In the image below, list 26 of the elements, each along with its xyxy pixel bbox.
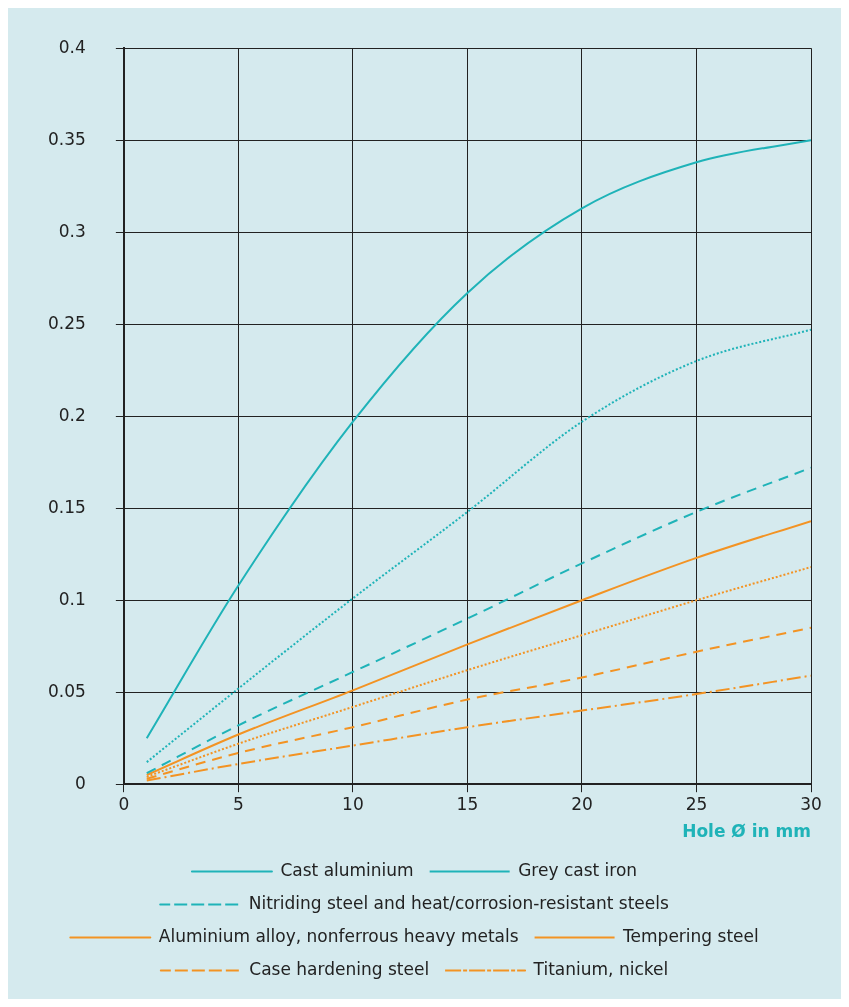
legend-label: Titanium, nickel <box>532 958 669 979</box>
x-tick-label: 15 <box>456 793 479 814</box>
y-tick-label: 0 <box>75 772 86 793</box>
x-tick-label: 0 <box>118 793 130 814</box>
legend-label: Cast aluminium <box>280 859 414 880</box>
y-tick-label: 0.1 <box>58 588 86 609</box>
y-tick-label: 0.15 <box>47 496 86 517</box>
y-tick-label: 0.35 <box>47 128 86 149</box>
legend-label: Grey cast iron <box>518 859 638 880</box>
line-series <box>145 328 811 764</box>
legend-label: Aluminium alloy, nonferrous heavy metals <box>158 925 519 946</box>
y-tick-label: 0.25 <box>47 312 86 333</box>
y-tick-label: 0.05 <box>47 680 86 701</box>
x-tick-label: 10 <box>342 793 364 814</box>
legend-label: Tempering steel <box>622 925 759 946</box>
x-axis-title: Hole Ø in mm <box>682 821 811 842</box>
legend-label: Nitriding steel and heat/corrosion-resistant steels <box>248 892 669 913</box>
y-tick-label: 0.3 <box>58 220 86 241</box>
x-tick-label: 5 <box>232 793 244 814</box>
y-tick-label: 0.4 <box>58 36 86 57</box>
x-tick-label: 20 <box>571 793 593 814</box>
legend-label: Case hardening steel <box>249 958 430 979</box>
x-tick-label: 25 <box>685 793 708 814</box>
x-tick-label: 30 <box>800 793 822 814</box>
y-tick-label: 0.2 <box>58 404 86 425</box>
line-series <box>145 139 811 740</box>
